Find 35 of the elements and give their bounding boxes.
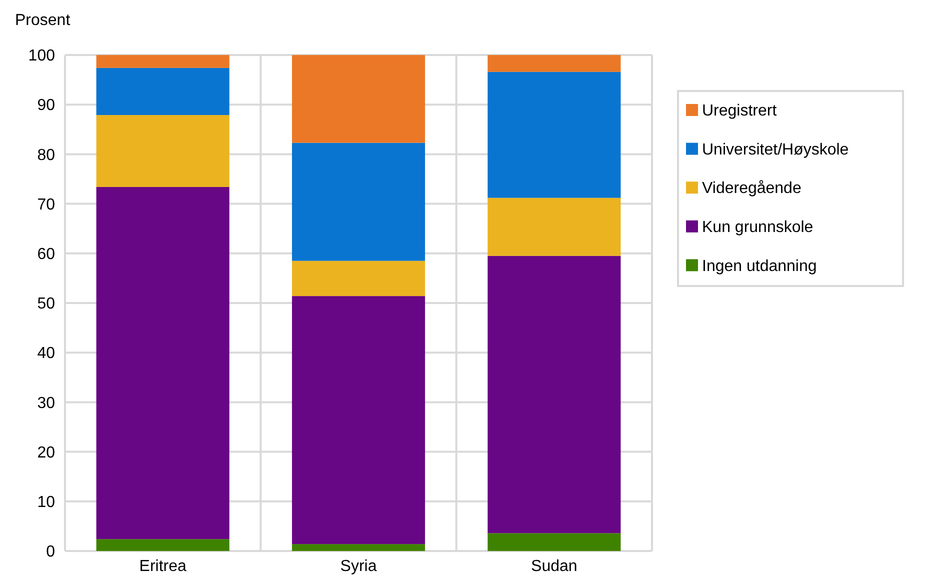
bar bbox=[488, 72, 621, 198]
bar bbox=[292, 55, 426, 143]
y-axis-title: Prosent bbox=[15, 12, 71, 29]
bar bbox=[292, 296, 426, 544]
bar bbox=[96, 186, 230, 540]
x-tick-label: Sudan bbox=[531, 558, 578, 575]
bar bbox=[488, 55, 621, 72]
y-tick-label: 0 bbox=[46, 544, 56, 561]
bar bbox=[292, 544, 426, 551]
y-tick-label: 80 bbox=[37, 146, 56, 164]
y-tick-label: 60 bbox=[37, 246, 56, 263]
y-tick-label: 30 bbox=[37, 394, 56, 412]
legend-label: Kun grunnskole bbox=[702, 219, 814, 236]
x-tick-label: Eritrea bbox=[139, 558, 186, 575]
legend-label: Uregistrert bbox=[702, 102, 778, 120]
y-tick-label: 70 bbox=[37, 196, 56, 214]
y-tick-label: 20 bbox=[37, 444, 56, 462]
bar bbox=[292, 260, 426, 296]
bar bbox=[488, 533, 621, 551]
bar bbox=[96, 539, 230, 551]
x-tick-label: Syria bbox=[340, 558, 377, 575]
y-tick-label: 10 bbox=[37, 494, 56, 511]
y-tick-label: 40 bbox=[37, 345, 56, 362]
bar bbox=[96, 115, 230, 187]
bar bbox=[488, 198, 621, 256]
y-tick-label: 90 bbox=[37, 97, 56, 114]
bar bbox=[96, 68, 230, 116]
bar bbox=[488, 256, 621, 534]
y-tick-label: 100 bbox=[28, 48, 56, 65]
bar bbox=[292, 142, 426, 261]
y-tick-label: 50 bbox=[37, 296, 56, 313]
legend-label: Videregående bbox=[702, 180, 802, 198]
legend-label: Ingen utdanning bbox=[702, 258, 817, 275]
bar bbox=[96, 55, 230, 68]
legend-label: Universitet/Høyskole bbox=[702, 141, 849, 158]
